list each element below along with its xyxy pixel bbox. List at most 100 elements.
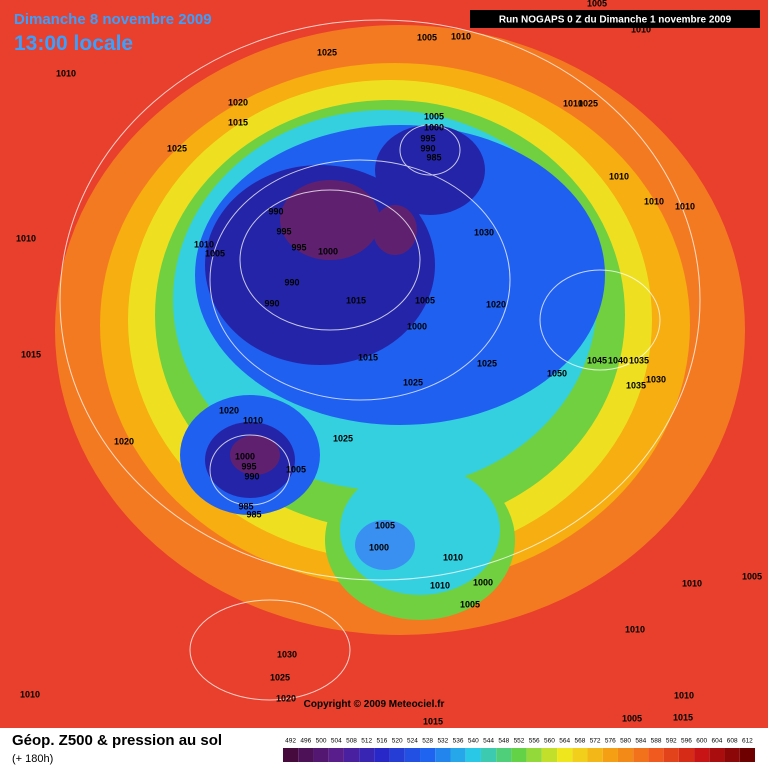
scale-label: 532 <box>437 738 448 745</box>
scale-swatch <box>663 748 679 762</box>
scale-label: 560 <box>544 738 555 745</box>
isobar-label: 1030 <box>646 374 666 384</box>
scale-label: 536 <box>453 738 464 745</box>
isobar-label: 1005 <box>375 520 395 530</box>
isobar-label: 990 <box>244 471 259 481</box>
scale-label: 508 <box>346 738 357 745</box>
map-date: Dimanche 8 novembre 2009 <box>14 11 212 28</box>
isobar-label: 1020 <box>276 693 296 703</box>
isobar-label: 990 <box>284 277 299 287</box>
isobar-label: 995 <box>276 226 291 236</box>
isobar-label: 1050 <box>547 368 567 378</box>
scale-label: 576 <box>605 738 616 745</box>
scale-swatch <box>648 748 664 762</box>
scale-label: 568 <box>574 738 585 745</box>
isobar-label: 1005 <box>460 599 480 609</box>
scale-label: 524 <box>407 738 418 745</box>
scale-label: 596 <box>681 738 692 745</box>
isobar-label: 1010 <box>451 31 471 41</box>
scale-label: 528 <box>422 738 433 745</box>
isobar-label: 1010 <box>430 580 450 590</box>
scale-swatch <box>435 748 451 762</box>
isobar-label: 1020 <box>228 97 248 107</box>
scale-label: 564 <box>559 738 570 745</box>
isobar-label: 1015 <box>423 716 443 726</box>
scale-swatch <box>694 748 710 762</box>
scale-swatch <box>389 748 405 762</box>
scale-label: 552 <box>514 738 525 745</box>
isobar-label: 1030 <box>277 649 297 659</box>
scale-label: 512 <box>361 738 372 745</box>
scale-label: 500 <box>316 738 327 745</box>
isobar-label: 1025 <box>477 358 497 368</box>
scale-swatch <box>328 748 344 762</box>
isobar-label: 995 <box>420 133 435 143</box>
scale-label: 592 <box>666 738 677 745</box>
scale-label: 608 <box>727 738 738 745</box>
scale-swatch <box>420 748 436 762</box>
isobar-label: 1035 <box>626 380 646 390</box>
isobar-label: 1010 <box>644 196 664 206</box>
isobar-label: 1010 <box>674 690 694 700</box>
run-info: Run NOGAPS 0 Z du Dimanche 1 novembre 20… <box>499 15 732 26</box>
scale-swatch <box>678 748 695 762</box>
scale-label: 516 <box>377 738 388 745</box>
isobar-label: 1025 <box>270 672 290 682</box>
isobar-label: 1035 <box>629 355 649 365</box>
map-time: 13:00 locale <box>14 32 133 55</box>
isobar-label: 995 <box>291 242 306 252</box>
scale-label: 580 <box>620 738 631 745</box>
isobar-label: 1025 <box>167 143 187 153</box>
scale-swatch <box>724 748 740 762</box>
isobar-label: 1010 <box>194 239 214 249</box>
scale-label: 588 <box>651 738 662 745</box>
isobar-label: 1010 <box>625 624 645 634</box>
scale-swatch <box>283 748 299 762</box>
scale-swatch <box>404 748 421 762</box>
scale-swatch <box>617 748 634 762</box>
scale-swatch <box>298 748 314 762</box>
scale-swatch <box>739 748 755 762</box>
scale-swatch <box>709 748 725 762</box>
scale-swatch <box>480 748 497 762</box>
scale-swatch <box>526 748 542 762</box>
isobar-label: 1020 <box>219 405 239 415</box>
scale-swatch <box>633 748 649 762</box>
isobar-label: 1010 <box>609 171 629 181</box>
isobar-label: 1015 <box>21 349 41 359</box>
map-field <box>0 0 768 728</box>
isobar-label: 1005 <box>424 111 444 121</box>
scale-swatch <box>557 748 573 762</box>
isobar-label: 1000 <box>235 451 255 461</box>
isobar-label: 1010 <box>56 68 76 78</box>
isobar-label: 1030 <box>474 227 494 237</box>
scale-swatch <box>587 748 603 762</box>
isobar-label: 1015 <box>228 117 248 127</box>
scale-label: 556 <box>529 738 540 745</box>
isobar-label: 985 <box>238 501 253 511</box>
isobar-label: 1005 <box>417 32 437 42</box>
isobar-label: 1015 <box>673 712 693 722</box>
isobar-label: 990 <box>268 206 283 216</box>
scale-swatch <box>359 748 375 762</box>
isobar-label: 1010 <box>243 415 263 425</box>
isobar-label: 1015 <box>346 295 366 305</box>
scale-label: 504 <box>331 738 342 745</box>
scale-label: 492 <box>285 738 296 745</box>
copyright: Copyright © 2009 Meteociel.fr <box>304 699 445 710</box>
isobar-label: 1000 <box>473 577 493 587</box>
isobar-label: 985 <box>246 509 261 519</box>
footer-title: Géop. Z500 & pression au sol <box>12 732 222 749</box>
isobar-label: 1045 <box>587 355 607 365</box>
isobar-label: 990 <box>264 298 279 308</box>
scale-label: 520 <box>392 738 403 745</box>
scale-label: 572 <box>590 738 601 745</box>
isobar-label: 1005 <box>587 0 607 8</box>
scale-swatch <box>496 748 512 762</box>
isobar-label: 995 <box>241 461 256 471</box>
scale-swatch <box>541 748 558 762</box>
scale-label: 548 <box>498 738 509 745</box>
scale-swatch <box>572 748 588 762</box>
isobar-label: 1025 <box>317 47 337 57</box>
